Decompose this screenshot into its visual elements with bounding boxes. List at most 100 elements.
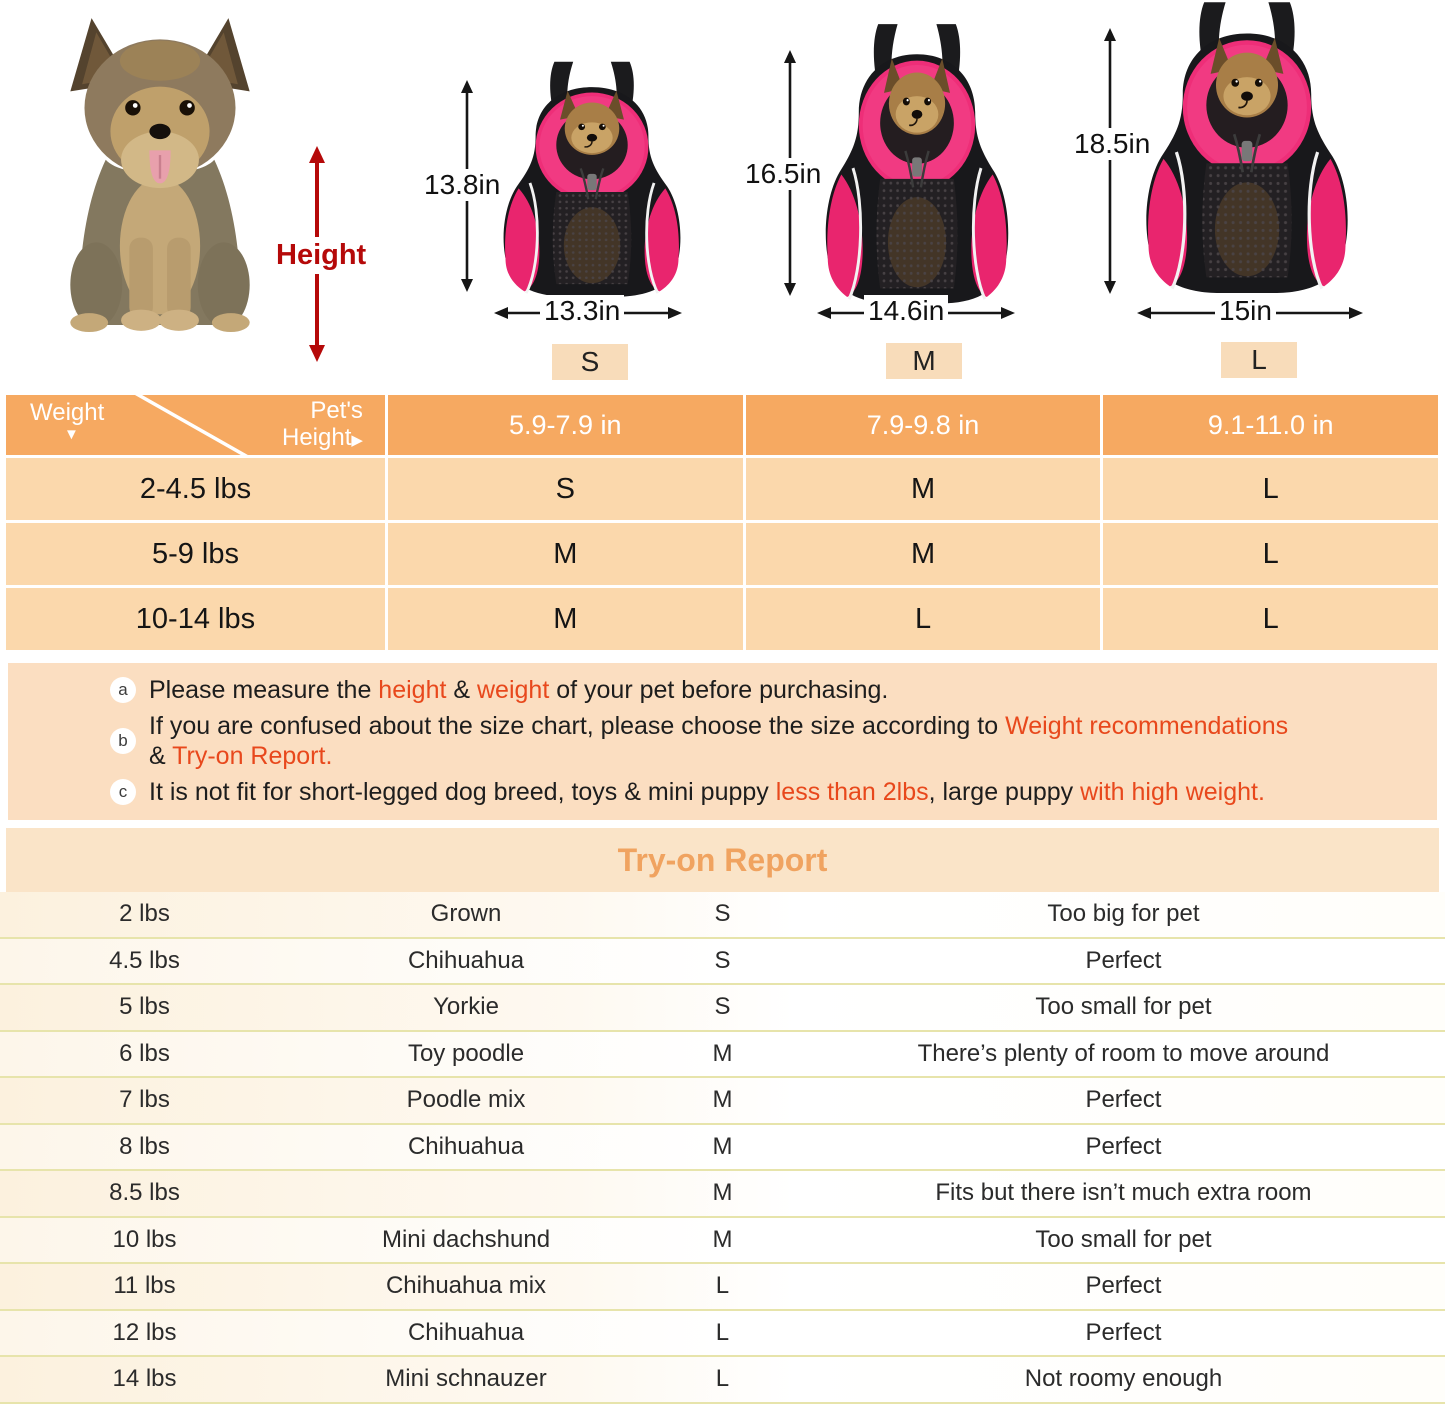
note-segment: , large puppy: [928, 777, 1081, 806]
tryon-comment: Too small for pet: [1035, 1225, 1212, 1253]
note-highlight: less than 2lbs: [775, 777, 929, 806]
size-s-height-value: 13.8in: [420, 169, 505, 201]
size-m-tag: M: [886, 343, 962, 379]
size-l-height-arrow-icon: [1104, 28, 1116, 294]
tryon-size: M: [712, 1132, 733, 1160]
size-cell: L: [1103, 588, 1438, 650]
tryon-breed: Poodle mix: [406, 1086, 526, 1114]
tryon-row: 8 lbs Chihuahua M Perfect: [0, 1124, 1445, 1171]
tryon-weight: 8 lbs: [119, 1132, 170, 1160]
tryon-breed: Chihuahua: [407, 946, 525, 974]
tryon-size: M: [712, 1039, 733, 1067]
note-segment: It is not fit for short-legged dog breed…: [149, 777, 776, 806]
backpack-m-image: [820, 22, 1014, 312]
tryon-row: 6 lbs Toy poodle M There’s plenty of room t…: [0, 1031, 1445, 1078]
tryon-comment: Fits but there isn’t much extra room: [935, 1179, 1312, 1207]
tryon-size: L: [715, 1272, 730, 1300]
tryon-size: M: [712, 1179, 733, 1207]
tryon-row: 2 lbs Grown S Too big for pet: [0, 892, 1445, 939]
pets-label: Pet's: [310, 397, 363, 424]
size-cell: S: [387, 458, 743, 520]
note-marker: a: [110, 677, 136, 704]
tryon-breed: Chihuahua: [407, 1132, 525, 1160]
size-l-tag: L: [1221, 342, 1297, 378]
dog-photo: [70, 18, 250, 333]
note-segment: If you are confused about the size chart…: [149, 711, 1006, 740]
size-m-width-value: 14.6in: [864, 295, 949, 327]
weight-down-triangle-icon: ▼: [64, 426, 79, 443]
weight-row-label: 2-4.5 lbs: [6, 458, 385, 520]
tryon-comment: Too small for pet: [1035, 993, 1212, 1021]
tryon-breed: Grown: [430, 900, 502, 928]
tryon-comment: Perfect: [1085, 1318, 1162, 1346]
weight-row-label: 10-14 lbs: [6, 588, 385, 650]
tryon-row: 10 lbs Mini dachshund M Too small for pet: [0, 1217, 1445, 1264]
note-segment: of your pet before purchasing.: [549, 676, 889, 704]
tryon-breed: Yorkie: [433, 993, 499, 1021]
size-l-width-value: 15in: [1215, 295, 1276, 327]
note-row: c It is not fit for short-legged dog bree…: [110, 777, 1411, 808]
column-header: 5.9-7.9 in: [387, 395, 743, 455]
tryon-row: 12 lbs Chihuahua L Perfect: [0, 1310, 1445, 1357]
note-text: It is not fit for short-legged dog breed…: [149, 777, 1265, 808]
tryon-weight: 8.5 lbs: [109, 1179, 180, 1207]
note-segment: Please measure the: [149, 676, 379, 704]
tryon-comment: Perfect: [1085, 1272, 1162, 1300]
tryon-breed: Mini dachshund: [381, 1225, 551, 1253]
size-s-width-value: 13.3in: [540, 295, 625, 327]
tryon-comment: Perfect: [1085, 1132, 1162, 1160]
note-segment: &: [446, 676, 477, 704]
tryon-row: 14 lbs Mini schnauzer L Not roomy enough: [0, 1357, 1445, 1404]
tryon-size: L: [715, 1318, 730, 1346]
tryon-comment: Perfect: [1085, 946, 1162, 974]
tryon-weight: 6 lbs: [119, 1039, 170, 1067]
tryon-comment: Perfect: [1085, 1086, 1162, 1114]
tryon-row: 4.5 lbs Chihuahua S Perfect: [0, 938, 1445, 985]
note-text: Please measure the height & weight of yo…: [149, 675, 888, 706]
tryon-comment: There’s plenty of room to move around: [917, 1039, 1330, 1067]
pets-height-axis-label: Pet's Height▶: [282, 397, 363, 452]
note-text: If you are confused about the size chart…: [149, 711, 1288, 772]
tryon-weight: 5 lbs: [119, 993, 170, 1021]
note-highlight: Weight recommendations: [1005, 711, 1289, 740]
note-marker: b: [110, 728, 136, 754]
size-s-tag: S: [552, 344, 628, 380]
tryon-row: 7 lbs Poodle mix M Perfect: [0, 1078, 1445, 1125]
tryon-comment: Not roomy enough: [1024, 1365, 1223, 1393]
size-table: Weight ▼ Pet's Height▶ 5.9-7.9 in 7.9-9.…: [6, 395, 1438, 650]
tryon-row: 8.5 lbs M Fits but there isn’t much extra …: [0, 1171, 1445, 1218]
size-cell: M: [745, 523, 1101, 585]
size-cell: M: [745, 458, 1101, 520]
size-cell: L: [1103, 458, 1438, 520]
note-highlight: Try-on Report.: [172, 742, 333, 770]
note-segment: &: [149, 742, 173, 770]
size-table-corner-cell: Weight ▼ Pet's Height▶: [6, 395, 385, 455]
tryon-weight: 12 lbs: [112, 1318, 177, 1346]
tryon-breed: Mini schnauzer: [385, 1365, 547, 1393]
note-row: b If you are confused about the size char…: [110, 711, 1411, 772]
tryon-report-title: Try-on Report: [617, 841, 828, 878]
column-header: 9.1-11.0 in: [1103, 395, 1438, 455]
tryon-weight: 10 lbs: [112, 1225, 177, 1253]
weight-row-label: 5-9 lbs: [6, 523, 385, 585]
tryon-weight: 4.5 lbs: [109, 946, 180, 974]
size-cell: M: [387, 523, 743, 585]
tryon-size: S: [714, 993, 731, 1021]
tryon-weight: 14 lbs: [112, 1365, 177, 1393]
tryon-weight: 7 lbs: [119, 1086, 170, 1114]
note-row: a Please measure the height & weight of y…: [110, 675, 1411, 706]
tryon-row: 5 lbs Yorkie S Too small for pet: [0, 985, 1445, 1032]
tryon-report-band: Try-on Report: [6, 828, 1439, 892]
note-highlight: weight: [477, 676, 550, 704]
tryon-row: 11 lbs Chihuahua mix L Perfect: [0, 1264, 1445, 1311]
tryon-weight: 2 lbs: [119, 900, 170, 928]
notes-list: a Please measure the height & weight of y…: [8, 663, 1437, 820]
tryon-size: M: [712, 1225, 733, 1253]
backpack-l-image: [1140, 0, 1354, 302]
corner-diagonal-line: [134, 395, 248, 455]
note-marker: c: [110, 778, 136, 805]
size-m-height-value: 16.5in: [741, 158, 826, 190]
column-header: 7.9-9.8 in: [745, 395, 1101, 455]
tryon-breed: Toy poodle: [407, 1039, 525, 1067]
